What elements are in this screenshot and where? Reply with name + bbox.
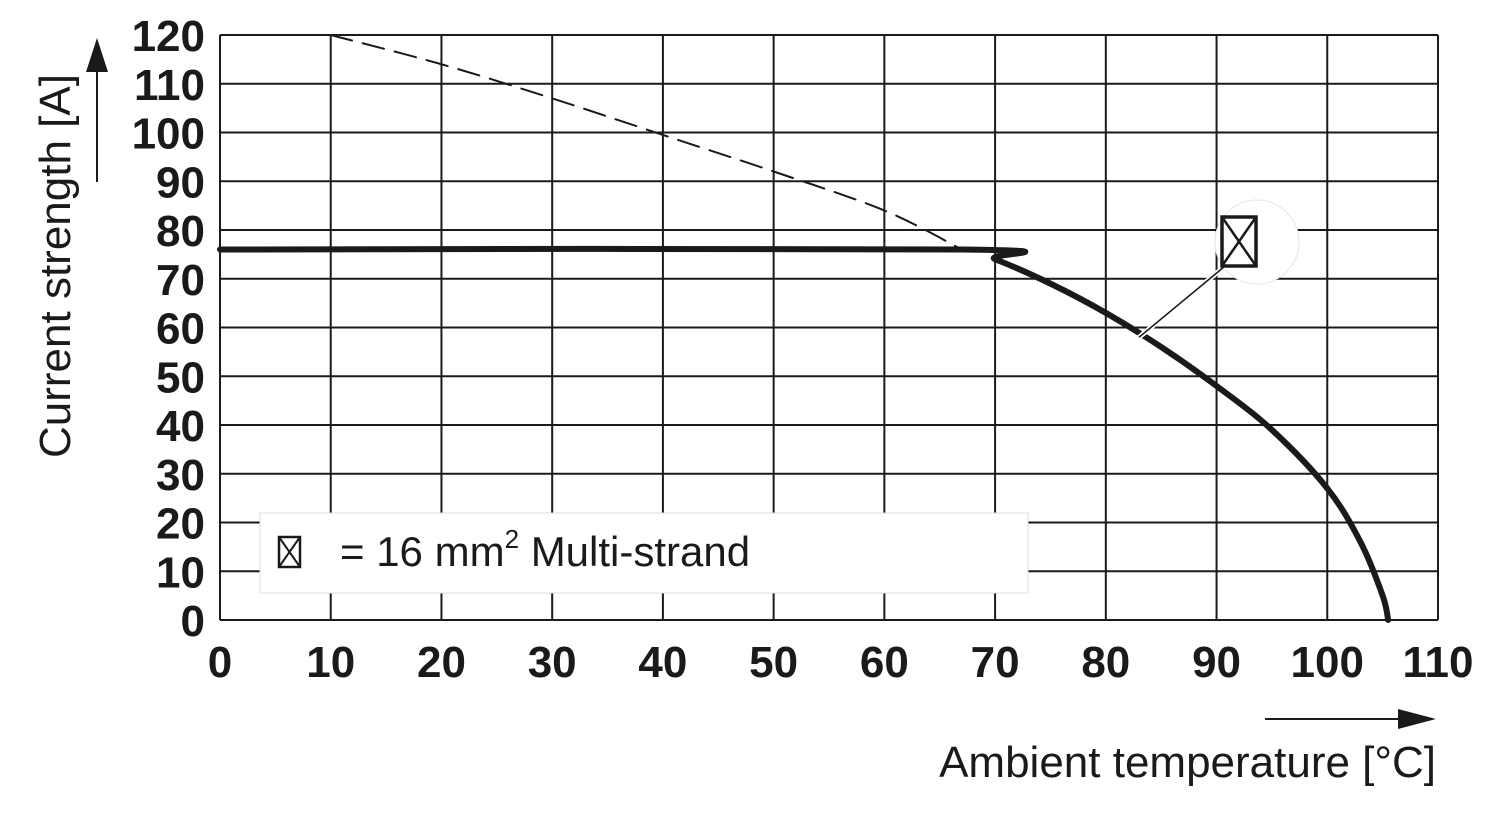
legend-superscript: 2 <box>505 524 519 554</box>
x-tick-label: 110 <box>1403 638 1474 687</box>
data-series <box>217 34 1392 623</box>
y-tick-label: 50 <box>156 353 205 402</box>
x-axis-arrow <box>1265 709 1436 729</box>
y-tick-label: 70 <box>156 256 205 305</box>
y-tick-label: 30 <box>156 451 205 500</box>
legend: = 16 mm2 Multi-strand <box>259 512 1029 594</box>
y-tick-label: 40 <box>156 402 205 451</box>
y-axis-arrow <box>86 38 108 182</box>
y-axis-title: Current strength [A] <box>31 74 80 458</box>
series-line-dashed <box>329 34 963 251</box>
x-tick-label: 80 <box>1081 638 1130 687</box>
y-tick-label: 100 <box>132 110 205 159</box>
x-tick-label: 70 <box>971 638 1020 687</box>
legend-box <box>259 512 1029 594</box>
x-tick-labels: 0 10 20 30 40 50 60 70 80 90 100 110 <box>208 638 1474 687</box>
series-marker-callout <box>1137 199 1300 340</box>
y-tick-label: 20 <box>156 500 205 549</box>
legend-suffix: Multi-strand <box>519 528 750 575</box>
x-tick-label: 100 <box>1291 638 1364 687</box>
legend-label: = 16 mm2 Multi-strand <box>340 524 750 575</box>
legend-prefix: = 16 mm <box>340 528 505 575</box>
y-tick-label: 90 <box>156 158 205 207</box>
y-tick-label: 80 <box>156 207 205 256</box>
series-line-derating <box>217 245 1392 623</box>
y-tick-label: 0 <box>181 597 205 646</box>
marker-leader-outline <box>1138 261 1231 338</box>
cross-box-icon <box>1220 215 1258 268</box>
x-tick-label: 20 <box>417 638 466 687</box>
x-tick-label: 50 <box>749 638 798 687</box>
x-tick-label: 10 <box>306 638 355 687</box>
y-tick-label: 10 <box>156 548 205 597</box>
y-tick-label: 110 <box>134 61 205 110</box>
x-tick-label: 0 <box>208 638 232 687</box>
x-tick-label: 30 <box>528 638 577 687</box>
y-tick-label: 60 <box>156 305 205 354</box>
x-tick-label: 40 <box>638 638 687 687</box>
cross-box-icon <box>277 535 302 569</box>
y-tick-label: 120 <box>132 12 205 61</box>
x-axis-title: Ambient temperature [°C] <box>939 738 1436 787</box>
x-tick-label: 60 <box>860 638 909 687</box>
x-tick-label: 90 <box>1192 638 1241 687</box>
